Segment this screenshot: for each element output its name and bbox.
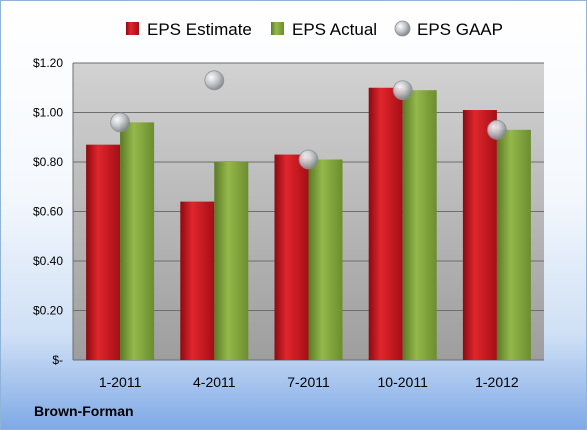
eps-actual-bar (402, 90, 437, 360)
x-tick-label: 1-2012 (475, 374, 519, 390)
y-tick-label: $1.20 (33, 56, 63, 70)
eps-gaap-marker (486, 119, 507, 140)
legend-swatch (271, 22, 284, 35)
plot-area: $- $0.20 $0.40 $0.60 $0.80 $1.00 $1.20 1-2011 4-… (33, 56, 544, 390)
y-tick-label: $0.40 (33, 254, 63, 268)
x-tick-label: 1-2011 (99, 374, 142, 390)
x-tick-label: 4-2011 (193, 374, 236, 390)
eps-estimate-bar (274, 154, 309, 360)
eps-actual-bar (308, 159, 343, 360)
eps-actual-bar (214, 162, 249, 360)
eps-estimate-bar (180, 201, 215, 360)
legend-label: EPS Actual (292, 20, 377, 39)
eps-actual-bar (496, 129, 531, 360)
legend-swatch (394, 20, 411, 37)
legend-swatch (126, 22, 139, 35)
legend-label: EPS GAAP (417, 20, 503, 39)
eps-gaap-marker (204, 70, 225, 91)
eps-gaap-marker (298, 149, 319, 170)
eps-gaap-marker (110, 112, 130, 133)
x-tick-label: 10-2011 (378, 374, 429, 390)
eps-estimate-bar (462, 110, 497, 361)
y-tick-label: $0.20 (33, 304, 63, 318)
y-tick-label: $1.00 (33, 106, 63, 120)
eps-estimate-bar (368, 87, 403, 360)
chart-legend: EPS Estimate EPS Actual EPS GAAP (126, 20, 503, 39)
eps-gaap-marker (392, 80, 413, 101)
y-tick-label: $0.80 (33, 155, 63, 169)
company-name: Brown-Forman (34, 403, 134, 419)
legend-label: EPS Estimate (147, 20, 252, 39)
y-tick-label: $0.60 (33, 205, 63, 219)
eps-actual-bar (120, 122, 155, 361)
y-tick-label: $- (52, 353, 63, 367)
eps-estimate-bar (86, 144, 121, 360)
x-tick-label: 7-2011 (287, 374, 330, 390)
